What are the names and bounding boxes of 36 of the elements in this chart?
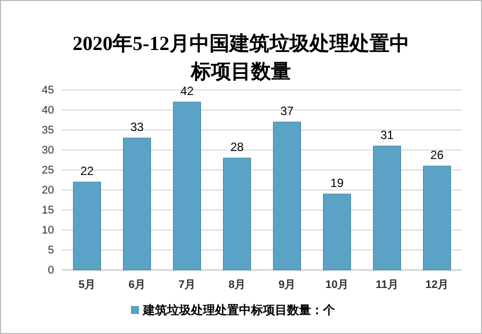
x-tick-label: 8月 <box>228 278 246 291</box>
x-tick-label: 9月 <box>278 278 296 291</box>
bar <box>373 146 401 270</box>
data-label: 22 <box>80 164 94 178</box>
bar <box>73 182 101 270</box>
x-tick-label: 7月 <box>178 278 196 291</box>
data-label: 26 <box>430 148 444 162</box>
bar <box>223 158 251 270</box>
x-tick-label: 11月 <box>376 278 398 291</box>
y-tick-label: 10 <box>42 224 54 237</box>
bar <box>273 122 301 270</box>
y-tick-label: 40 <box>42 104 54 117</box>
data-label: 33 <box>130 120 144 134</box>
bar <box>423 166 451 270</box>
y-tick-label: 45 <box>42 84 54 97</box>
data-label: 19 <box>330 176 344 190</box>
data-label: 28 <box>230 140 244 154</box>
data-label: 31 <box>380 128 394 142</box>
x-tick-label: 5月 <box>78 278 96 291</box>
legend-label: 建筑垃圾处理处置中标项目数量：个 <box>142 303 336 317</box>
y-tick-label: 15 <box>42 204 54 217</box>
x-tick-label: 6月 <box>128 278 146 291</box>
bar <box>173 102 201 270</box>
y-tick-label: 20 <box>42 184 54 197</box>
y-tick-label: 25 <box>42 164 54 177</box>
chart-title: 2020年5-12月中国建筑垃圾处理处置中标项目数量 <box>72 33 410 83</box>
bar <box>123 138 151 270</box>
bar <box>323 194 351 270</box>
data-label: 37 <box>280 104 294 118</box>
y-tick-label: 5 <box>48 244 54 257</box>
x-tick-label: 12月 <box>425 278 449 291</box>
y-tick-label: 35 <box>42 124 54 137</box>
data-label: 42 <box>180 84 194 98</box>
x-tick-label: 10月 <box>325 278 349 291</box>
y-tick-label: 30 <box>42 144 54 157</box>
y-tick-label: 0 <box>48 264 54 277</box>
